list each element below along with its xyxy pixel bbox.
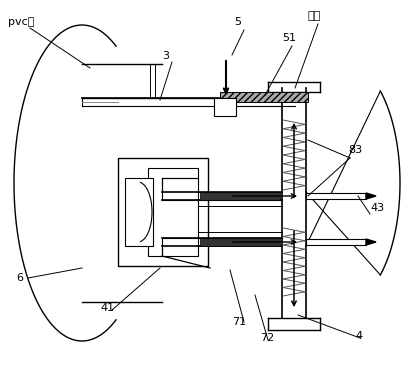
Text: 43: 43	[370, 203, 384, 213]
Polygon shape	[366, 239, 376, 245]
Text: pvc管: pvc管	[8, 17, 34, 27]
Text: 5: 5	[234, 17, 241, 27]
Bar	[306, 239, 366, 245]
Bar	[214, 98, 236, 116]
Text: 41: 41	[100, 303, 114, 313]
Polygon shape	[366, 193, 376, 199]
Text: 71: 71	[232, 317, 246, 327]
Bar	[200, 238, 280, 246]
Bar	[200, 192, 280, 200]
Bar	[125, 178, 153, 246]
Text: 51: 51	[282, 33, 296, 43]
Text: 裂缝: 裂缝	[308, 11, 321, 21]
Bar	[220, 92, 308, 102]
Text: 72: 72	[260, 333, 274, 343]
Text: 83: 83	[348, 145, 362, 155]
Text: 4: 4	[355, 331, 362, 341]
Text: 3: 3	[162, 51, 169, 61]
Text: 6: 6	[16, 273, 23, 283]
Bar	[118, 158, 208, 266]
Bar	[306, 193, 366, 199]
Bar	[148, 168, 198, 256]
